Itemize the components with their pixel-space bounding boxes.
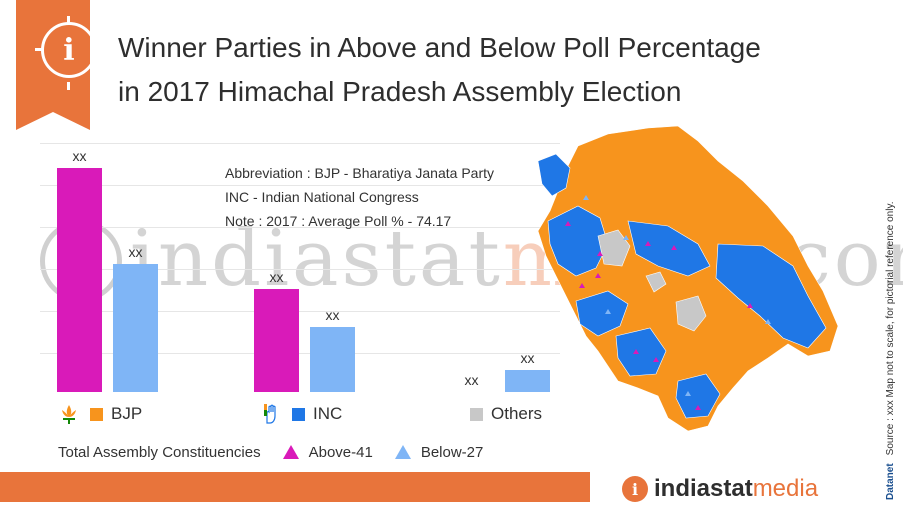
constituency-marker — [671, 245, 677, 250]
legend-inc: INC — [262, 401, 342, 427]
info-banner: i — [16, 0, 97, 130]
constituency-marker — [695, 405, 701, 410]
legend-swatch-others — [470, 407, 483, 421]
constituency-marker — [579, 283, 585, 288]
constituency-marker — [685, 391, 691, 396]
constituency-legend-below: Below-27 — [420, 443, 484, 461]
bar-chart: xx xx xx xx xx xx — [40, 130, 560, 392]
legend-swatch-bjp — [90, 407, 103, 421]
constituency-marker — [595, 273, 601, 278]
constituency-marker — [747, 303, 753, 308]
map-region-bjp — [538, 126, 838, 431]
bar-inc-below-27 — [310, 327, 355, 392]
constituency-marker — [565, 221, 571, 226]
legend-bjp: BJP — [60, 401, 142, 427]
gridline — [40, 353, 560, 354]
bar-value-label: xx — [464, 372, 479, 388]
map-region-inc — [538, 153, 571, 197]
map-region-inc — [627, 220, 711, 277]
constituency-marker — [623, 235, 629, 240]
map-region-inc — [615, 327, 667, 377]
constituency-legend: Total Assembly Constituencies Above-41 B… — [58, 441, 483, 463]
constituency-marker — [583, 195, 589, 200]
datanet-brand: Datanet — [884, 463, 896, 500]
info-icon: i — [35, 16, 97, 78]
footer-logo: i indiastatmedia — [622, 472, 818, 506]
map-region-inc — [575, 290, 629, 337]
constituency-marker — [645, 241, 651, 246]
side-note: Datanet Source : xxx Map not to scale, f… — [878, 150, 898, 500]
map-region-others — [645, 271, 667, 293]
average-poll-note: Note : 2017 : Average Poll % - 74.17 — [225, 213, 452, 229]
bar-value-label: xx — [325, 307, 340, 323]
constituency-marker — [653, 357, 659, 362]
bar-others-below-27 — [505, 370, 550, 392]
map-region-inc — [675, 373, 721, 419]
title-line-1: Winner Parties in Above and Below Poll P… — [118, 32, 761, 63]
map-region-others — [597, 229, 631, 267]
legend-swatch-inc — [292, 407, 305, 421]
bar-value-label: xx — [520, 350, 535, 366]
map-region-inc — [715, 243, 827, 349]
constituency-marker — [765, 319, 771, 324]
above-triangle-icon — [282, 445, 299, 459]
page-title: Winner Parties in Above and Below Poll P… — [118, 26, 878, 114]
lotus-icon — [62, 405, 76, 424]
title-line-2: in 2017 Himachal Pradesh Assembly Electi… — [118, 76, 682, 107]
bar-value-label: xx — [72, 148, 87, 164]
gridline — [40, 311, 560, 312]
source-note: Source : xxx Map not to scale, for picto… — [884, 201, 896, 456]
constituency-legend-label: Total Assembly Constituencies — [58, 443, 261, 461]
bar-inc-above-41 — [254, 289, 299, 392]
logo-main: indiastat — [654, 475, 753, 502]
map-region-others — [675, 295, 707, 332]
constituency-marker — [597, 251, 603, 256]
bar-value-label: xx — [269, 269, 284, 285]
himachal-map — [538, 126, 838, 431]
legend-label-others: Others — [491, 404, 543, 423]
footer-bar — [0, 472, 590, 502]
logo-accent: media — [752, 475, 819, 502]
bar-bjp-below-27 — [113, 264, 158, 392]
legend-others: Others — [470, 401, 542, 427]
bar-value-label: xx — [128, 244, 143, 260]
bar-bjp-above-41 — [57, 168, 102, 392]
abbreviation-note: Abbreviation : BJP - Bharatiya Janata Pa… — [225, 161, 494, 209]
gridline — [40, 227, 560, 228]
legend-label-bjp: BJP — [111, 404, 143, 423]
abbreviation-inc: INC - Indian National Congress — [225, 189, 419, 205]
logo-info-icon: i — [622, 476, 648, 502]
legend-label-inc: INC — [313, 404, 343, 423]
constituency-legend-above: Above-41 — [308, 443, 373, 461]
gridline — [40, 269, 560, 270]
below-triangle-icon — [394, 445, 411, 459]
constituency-marker — [605, 309, 611, 314]
gridline — [40, 143, 560, 144]
abbreviation-bjp: Abbreviation : BJP - Bharatiya Janata Pa… — [225, 165, 494, 181]
hand-icon — [264, 404, 276, 424]
constituency-marker — [633, 349, 639, 354]
gridline — [40, 185, 560, 186]
map-region-inc — [547, 205, 609, 277]
